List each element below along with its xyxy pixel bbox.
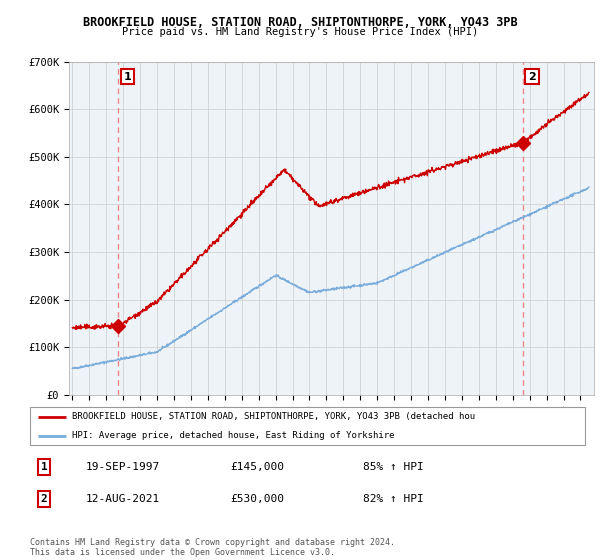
Text: HPI: Average price, detached house, East Riding of Yorkshire: HPI: Average price, detached house, East… [71, 431, 394, 440]
Text: Contains HM Land Registry data © Crown copyright and database right 2024.
This d: Contains HM Land Registry data © Crown c… [30, 538, 395, 557]
Text: 1: 1 [41, 462, 47, 472]
Text: £530,000: £530,000 [230, 494, 284, 504]
Text: 2: 2 [528, 72, 536, 82]
Text: 12-AUG-2021: 12-AUG-2021 [86, 494, 160, 504]
Text: BROOKFIELD HOUSE, STATION ROAD, SHIPTONTHORPE, YORK, YO43 3PB: BROOKFIELD HOUSE, STATION ROAD, SHIPTONT… [83, 16, 517, 29]
Text: 1: 1 [124, 72, 131, 82]
Text: 19-SEP-1997: 19-SEP-1997 [86, 462, 160, 472]
Text: £145,000: £145,000 [230, 462, 284, 472]
Text: Price paid vs. HM Land Registry's House Price Index (HPI): Price paid vs. HM Land Registry's House … [122, 27, 478, 37]
FancyBboxPatch shape [30, 407, 585, 445]
Text: 85% ↑ HPI: 85% ↑ HPI [363, 462, 424, 472]
Text: BROOKFIELD HOUSE, STATION ROAD, SHIPTONTHORPE, YORK, YO43 3PB (detached hou: BROOKFIELD HOUSE, STATION ROAD, SHIPTONT… [71, 412, 475, 421]
Text: 82% ↑ HPI: 82% ↑ HPI [363, 494, 424, 504]
Text: 2: 2 [41, 494, 47, 504]
